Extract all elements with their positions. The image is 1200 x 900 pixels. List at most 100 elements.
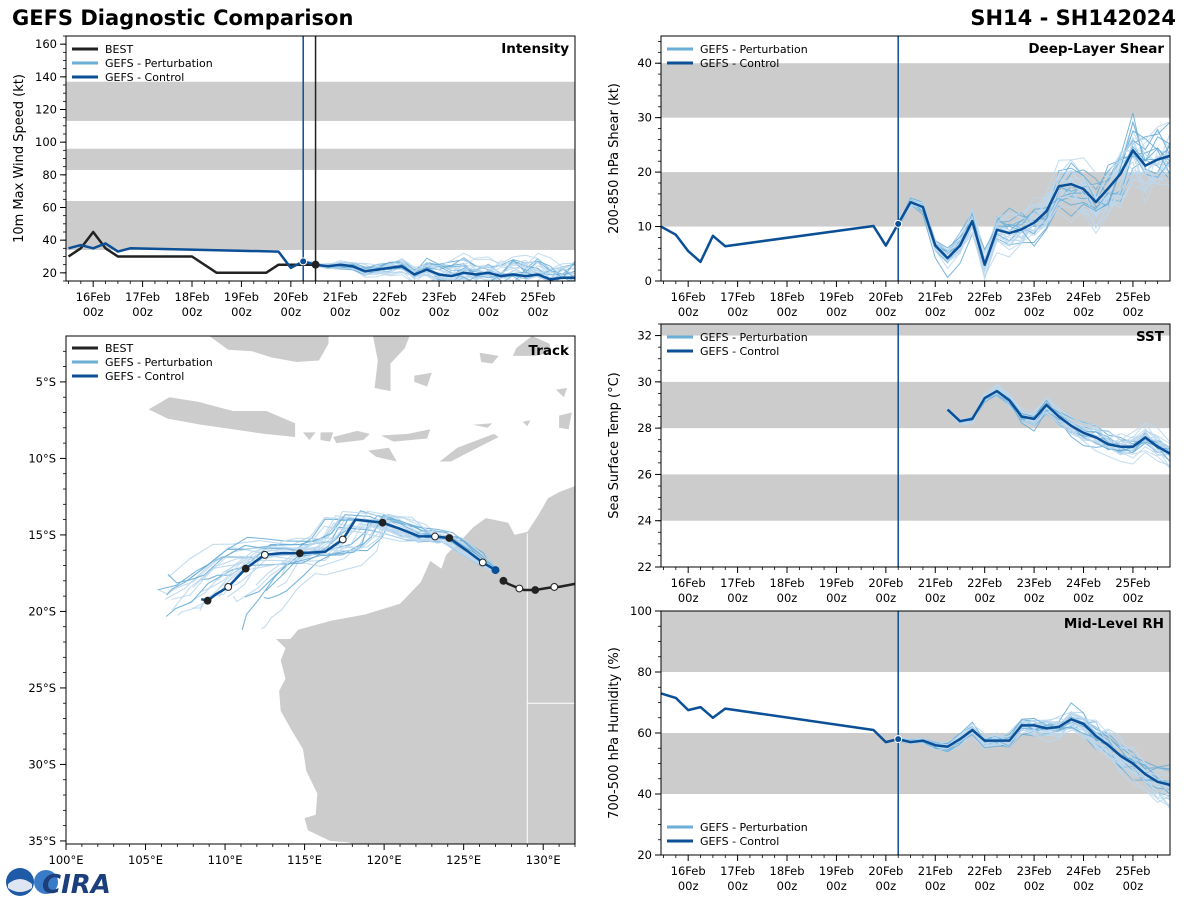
agency-logos: CIRA [6,868,111,898]
panel-sst: 22242628303216Feb00z17Feb00z18Feb00z19Fe… [607,323,1171,605]
x-tick-label: 00z [1123,879,1144,893]
plot-area [661,324,1170,567]
threshold-band [661,381,1170,429]
y-tick-label: 100 [35,135,57,149]
best-track-point [531,586,540,594]
bali-landmass [303,432,316,440]
x-tick-label: 00z [727,879,748,893]
y-axis-label: 700-500 hPa Humidity (%) [607,647,622,819]
x-tick-label: 18Feb [770,290,805,304]
y-tick-label: 22 [637,560,652,574]
x-tick-label: 24Feb [1066,576,1101,590]
x-tick-label: 00z [678,591,699,605]
java-landmass [148,397,296,437]
x-tick-label: 00z [1073,591,1094,605]
x-tick-label: 22Feb [967,290,1002,304]
x-tick-label: 120°E [367,853,402,867]
x-tick-label: 00z [281,305,302,319]
panel-shear: 01020304016Feb00z17Feb00z18Feb00z19Feb00… [607,35,1171,319]
x-tick-label: 24Feb [471,290,506,304]
y-tick-label: 60 [42,201,57,215]
control-series-line [946,389,1170,455]
panel-title: SST [1136,329,1165,345]
ensemble-member-line [947,389,1170,458]
x-tick-label: 00z [83,305,104,319]
ensemble-member-line [897,147,1170,266]
noaa-wave-icon [8,879,32,892]
x-tick-label: 00z [727,305,748,319]
best-track-point [550,583,559,591]
threshold-band [66,200,575,250]
x-tick-label: 00z [231,305,252,319]
flores-landmass [380,429,431,442]
control-series-line [661,149,1170,266]
control-track-point [241,564,250,573]
x-tick-label: 105°E [128,853,163,867]
y-tick-label: 0 [645,274,652,288]
buru-landmass [479,352,499,364]
legend-label-best: BEST [105,342,133,355]
x-tick-label: 00z [826,879,847,893]
x-tick-label: 00z [727,591,748,605]
plot-area [661,611,1170,855]
x-tick-label: 100°E [49,853,84,867]
ensemble-member-line [897,154,1170,264]
ensemble-member-line [897,146,1170,280]
y-tick-label: 60 [637,726,652,740]
x-tick-label: 21Feb [918,290,953,304]
x-tick-label: 23Feb [1017,864,1052,878]
y-tick-label: 20°S [28,604,56,618]
y-tick-label: 140 [35,70,57,84]
control-track-point [338,535,347,544]
x-tick-label: 21Feb [323,290,358,304]
ensemble-member-line [897,175,1170,263]
x-tick-label: 00z [777,591,798,605]
ensemble-member-line [897,150,1170,266]
x-tick-label: 16Feb [671,290,706,304]
x-tick-label: 00z [876,305,897,319]
control-init-marker [894,219,903,228]
ensemble-member-line [303,256,575,281]
x-tick-label: 00z [1123,305,1144,319]
x-tick-label: 17Feb [125,290,160,304]
y-tick-label: 40 [42,233,57,247]
legend-label-perturbation: GEFS - Perturbation [105,57,213,70]
control-track-point [260,550,269,559]
legend-label-control: GEFS - Control [105,71,184,84]
y-tick-label: 26 [637,467,652,481]
ensemble-track-line [171,525,497,612]
y-tick-label: 10°S [28,451,56,465]
y-tick-label: 10 [637,220,652,234]
x-tick-label: 19Feb [819,290,854,304]
figure-title: GEFS Diagnostic Comparison [12,6,354,30]
panel-frame [660,35,1171,282]
x-tick-label: 00z [925,591,946,605]
threshold-band [66,81,575,121]
x-tick-label: 00z [974,305,995,319]
sumbawa-landmass [333,430,370,444]
y-tick-label: 120 [35,103,57,117]
panel-title: Track [529,343,570,359]
x-tick-label: 125°E [446,853,481,867]
y-tick-label: 30°S [28,757,56,771]
control-series-line [661,692,1170,787]
x-tick-label: 00z [330,305,351,319]
x-tick-label: 00z [182,305,203,319]
control-series-line [68,242,575,281]
x-tick-label: 19Feb [819,576,854,590]
sumba-landmass [368,447,397,462]
x-tick-label: 00z [777,305,798,319]
logo-area: CIRA [4,866,114,898]
x-tick-label: 16Feb [76,290,111,304]
x-tick-label: 130°E [526,853,561,867]
control-init-marker [894,735,903,744]
ensemble-track-line [200,510,494,581]
ensemble-track-line [241,518,497,630]
wetar-landmass [473,423,493,428]
y-tick-label: 20 [42,266,57,280]
landmasses [148,336,575,844]
panel-title: Intensity [501,41,569,57]
